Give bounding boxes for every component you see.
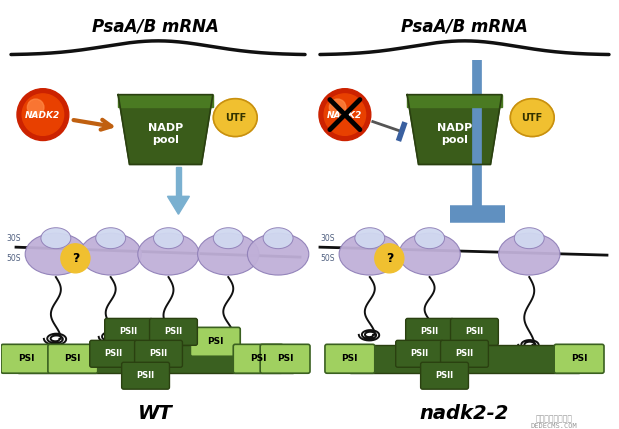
Polygon shape <box>118 95 213 107</box>
Text: PSI: PSI <box>571 354 587 363</box>
Circle shape <box>17 89 69 141</box>
Bar <box>19 345 293 373</box>
Ellipse shape <box>80 233 141 275</box>
Circle shape <box>375 244 404 273</box>
Text: PSI: PSI <box>277 354 293 363</box>
Text: PSII: PSII <box>410 349 429 358</box>
FancyBboxPatch shape <box>260 344 310 373</box>
Ellipse shape <box>154 228 183 249</box>
Text: PSI: PSI <box>64 354 81 363</box>
Text: WT: WT <box>138 404 173 423</box>
FancyBboxPatch shape <box>421 362 469 389</box>
Text: PSI: PSI <box>342 354 358 363</box>
FancyBboxPatch shape <box>1 344 51 373</box>
FancyBboxPatch shape <box>233 344 283 373</box>
Text: 织梦内容管理系统: 织梦内容管理系统 <box>535 414 573 423</box>
Text: ?: ? <box>72 252 79 265</box>
Text: PSI: PSI <box>18 354 34 363</box>
Ellipse shape <box>138 233 199 275</box>
Ellipse shape <box>339 233 400 275</box>
Text: NADK2: NADK2 <box>327 112 363 121</box>
Polygon shape <box>168 196 189 214</box>
Text: UTF: UTF <box>225 112 246 123</box>
Ellipse shape <box>510 99 554 136</box>
FancyBboxPatch shape <box>405 318 454 345</box>
Text: PSI: PSI <box>250 354 266 363</box>
Ellipse shape <box>498 233 560 275</box>
FancyBboxPatch shape <box>134 340 183 367</box>
Text: PSII: PSII <box>165 327 183 336</box>
Ellipse shape <box>41 228 71 249</box>
Ellipse shape <box>214 228 243 249</box>
Ellipse shape <box>197 233 259 275</box>
FancyBboxPatch shape <box>554 344 604 373</box>
Ellipse shape <box>415 228 444 249</box>
Text: PSII: PSII <box>436 371 454 380</box>
Text: PSII: PSII <box>456 349 474 358</box>
Text: PSII: PSII <box>465 327 483 336</box>
Ellipse shape <box>96 228 126 249</box>
Circle shape <box>27 99 44 116</box>
FancyBboxPatch shape <box>325 344 374 373</box>
Circle shape <box>319 89 371 141</box>
Text: 50S: 50S <box>321 254 335 263</box>
Text: PsaA/B mRNA: PsaA/B mRNA <box>401 18 528 36</box>
FancyBboxPatch shape <box>451 318 498 345</box>
Ellipse shape <box>214 99 257 136</box>
Text: PSII: PSII <box>119 327 137 336</box>
Text: UTF: UTF <box>522 112 543 123</box>
Circle shape <box>22 94 64 135</box>
Polygon shape <box>176 167 181 196</box>
Ellipse shape <box>514 228 544 249</box>
FancyBboxPatch shape <box>105 318 152 345</box>
Circle shape <box>329 99 346 116</box>
Bar <box>350 345 579 373</box>
Text: NADK2: NADK2 <box>25 112 61 121</box>
Text: PSII: PSII <box>420 327 439 336</box>
Polygon shape <box>118 95 213 164</box>
Polygon shape <box>407 95 502 164</box>
Ellipse shape <box>355 228 385 249</box>
Text: PsaA/B mRNA: PsaA/B mRNA <box>92 18 219 36</box>
FancyBboxPatch shape <box>48 344 98 373</box>
Text: PSII: PSII <box>149 349 168 358</box>
Polygon shape <box>407 95 502 107</box>
FancyBboxPatch shape <box>122 362 170 389</box>
FancyBboxPatch shape <box>150 318 197 345</box>
FancyBboxPatch shape <box>396 340 444 367</box>
Ellipse shape <box>399 233 461 275</box>
Circle shape <box>324 94 366 135</box>
Ellipse shape <box>248 233 309 275</box>
Ellipse shape <box>25 233 87 275</box>
Text: NADP
pool: NADP pool <box>148 123 183 145</box>
Text: PSII: PSII <box>137 371 155 380</box>
Ellipse shape <box>263 228 293 249</box>
Text: DEDECMS.COM: DEDECMS.COM <box>530 423 578 429</box>
Text: 50S: 50S <box>7 254 21 263</box>
FancyBboxPatch shape <box>90 340 137 367</box>
FancyBboxPatch shape <box>441 340 488 367</box>
Text: ?: ? <box>386 252 393 265</box>
Circle shape <box>61 244 90 273</box>
FancyBboxPatch shape <box>191 327 240 356</box>
Text: nadk2-2: nadk2-2 <box>420 404 509 423</box>
Text: 30S: 30S <box>7 234 21 243</box>
Text: PSII: PSII <box>105 349 123 358</box>
Text: PSI: PSI <box>207 337 223 346</box>
Text: NADP
pool: NADP pool <box>437 123 472 145</box>
Text: 30S: 30S <box>321 234 335 243</box>
